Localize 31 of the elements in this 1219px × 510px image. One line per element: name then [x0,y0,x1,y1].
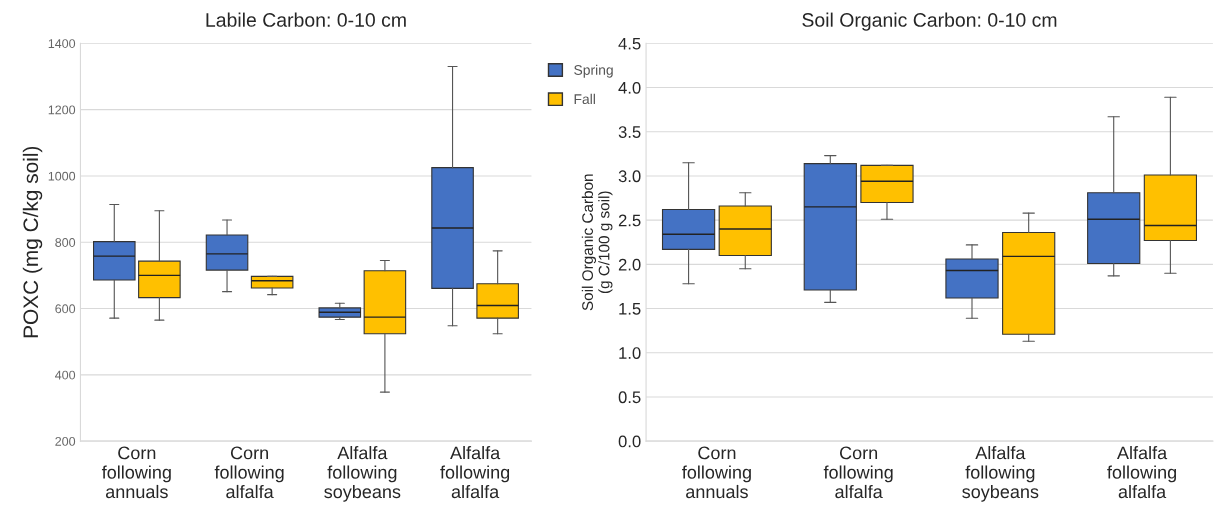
y-axis-title: POXC (mg C/kg soil) [22,146,43,338]
y-tick-label: 0.5 [618,391,641,404]
y-tick-label: 0.0 [618,435,641,448]
y-tick-label: 4.5 [618,37,641,50]
y-tick-label: 1000 [48,171,76,181]
y-axis-title: Soil Organic Carbon (g C/100 g soil) [581,174,613,311]
x-tick-label: Corn following alfalfa [214,446,284,499]
chart-title: Soil Organic Carbon: 0-10 cm [802,12,1057,31]
y-tick-label: 400 [55,370,76,380]
y-tick-label: 600 [55,304,76,314]
chart-title: Labile Carbon: 0-10 cm [206,12,406,27]
x-tick-label: Alfalfa following soybeans [324,446,401,502]
y-tick-label: 3.5 [618,126,641,138]
y-tick-label: 1200 [48,105,76,115]
y-tick-label: 1.0 [619,347,641,359]
y-tick-label: 1400 [48,39,76,48]
x-tick-label: Alfalfa following alfalfa [440,446,510,499]
y-tick-label: 2.5 [618,214,641,227]
x-tick-label: Alfalfa following soybeans [962,446,1039,502]
x-tick-label: Corn following alfalfa [823,446,893,499]
y-tick-label: 200 [55,436,76,446]
y-tick-label: 1.5 [619,303,641,315]
y-tick-label: 3.0 [618,170,641,183]
y-tick-label: 4.0 [618,81,641,94]
legend-label: Fall [574,93,595,105]
y-tick-label: 800 [55,238,76,247]
x-tick-label: Alfalfa following alfalfa [1107,446,1177,499]
x-tick-label: Corn following annuals [101,446,171,499]
x-tick-label: Corn following annuals [682,446,751,499]
legend-label: Spring [574,64,613,78]
y-tick-label: 2.0 [618,258,641,271]
